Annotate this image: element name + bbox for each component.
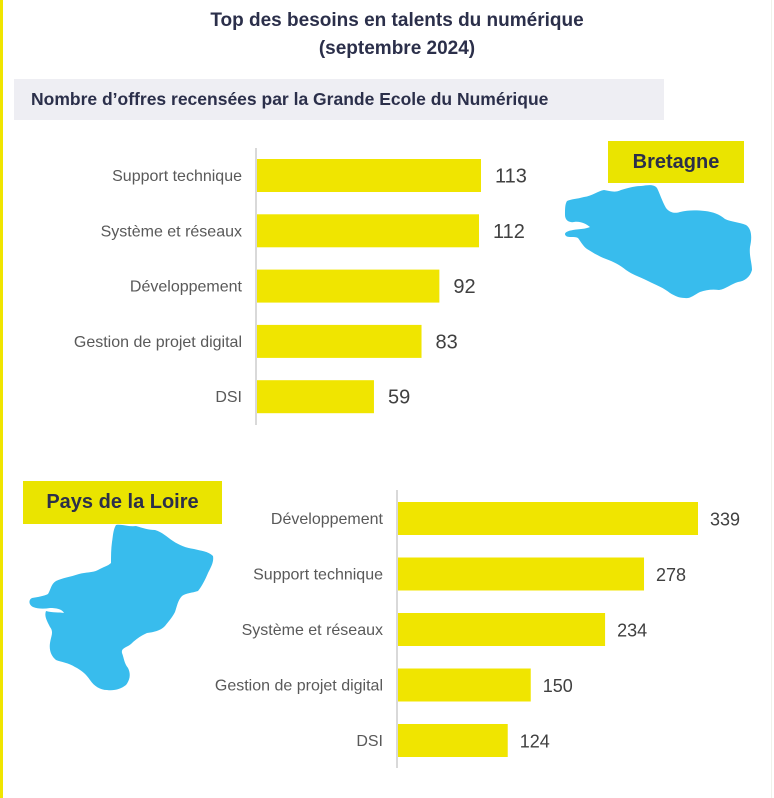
right-border [771, 0, 772, 798]
region-tag-pays-de-la-loire: Pays de la Loire [23, 481, 222, 524]
bar [257, 159, 481, 192]
left-accent-border [0, 0, 3, 798]
value-label: 83 [436, 331, 458, 353]
category-label: DSI [356, 733, 383, 750]
bar [398, 613, 606, 646]
bar [398, 502, 698, 535]
value-label: 234 [617, 621, 647, 641]
bar [398, 557, 645, 591]
value-label: 150 [543, 676, 573, 696]
value-label: 113 [495, 166, 527, 188]
value-label: 59 [388, 387, 410, 409]
value-label: 112 [493, 221, 525, 243]
pays-de-la-loire-map-icon [29, 524, 214, 691]
category-label: Système et réseaux [242, 622, 383, 639]
category-label: Système et réseaux [101, 223, 242, 240]
value-label: 339 [710, 510, 740, 530]
bar [257, 324, 422, 358]
value-label: 278 [656, 565, 686, 585]
value-label: 124 [520, 732, 550, 752]
bretagne-map-icon [564, 185, 752, 299]
region-tag-bretagne: Bretagne [608, 141, 744, 183]
bar [398, 724, 508, 757]
category-label: Développement [271, 511, 384, 528]
bar [257, 380, 374, 414]
bar [257, 214, 480, 248]
bar [398, 668, 531, 702]
category-label: Gestion de projet digital [215, 678, 383, 695]
category-label: Support technique [112, 168, 242, 185]
category-label: Gestion de projet digital [74, 334, 242, 351]
category-label: Développement [130, 279, 243, 296]
page-title: Top des besoins en talents du numérique [210, 10, 584, 31]
page-title-date: (septembre 2024) [318, 38, 476, 59]
category-label: DSI [215, 389, 242, 406]
value-label: 92 [453, 276, 475, 298]
category-label: Support technique [253, 567, 383, 584]
bar [257, 269, 440, 303]
subtitle-text: Nombre d’offres recensées par la Grande … [31, 89, 549, 109]
subtitle-banner: Nombre d’offres recensées par la Grande … [14, 79, 664, 120]
